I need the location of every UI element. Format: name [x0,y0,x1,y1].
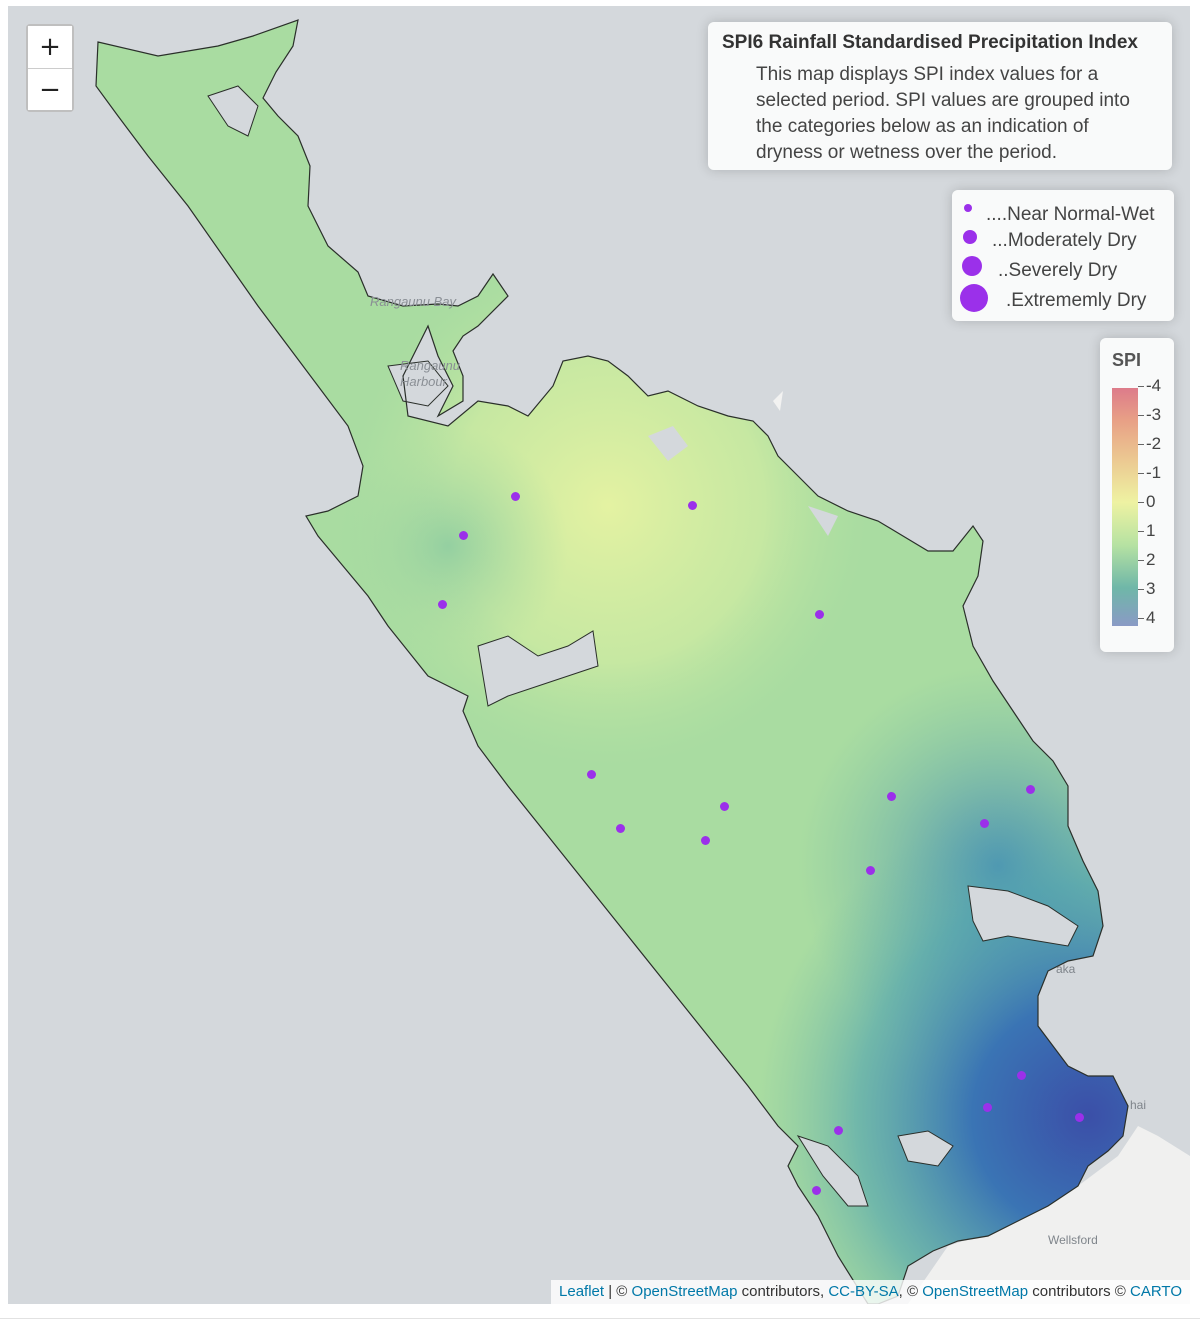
legend-item-near-normal-wet: ....Near Normal-Wet [952,202,1174,232]
station-marker[interactable] [700,835,710,845]
osm-link-1[interactable]: OpenStreetMap [631,1283,738,1300]
station-marker[interactable] [1025,784,1035,794]
place-label-harbour-2: Harbour [400,374,447,389]
attribution-text: , © [898,1283,923,1300]
station-marker[interactable] [458,530,468,540]
station-marker[interactable] [833,1125,843,1135]
colorbar-tick: -2 [1138,434,1161,454]
colorbar-tick: 4 [1138,608,1155,628]
station-marker[interactable] [979,818,989,828]
legend-label: ...Moderately Dry [992,230,1137,251]
place-label-harbour-1: Rangaunu [400,358,460,373]
station-marker[interactable] [437,599,447,609]
colorbar-tick: -3 [1138,405,1161,425]
map-attribution: Leaflet | © OpenStreetMap contributors, … [551,1280,1190,1304]
info-title: SPI6 Rainfall Standardised Precipitation… [722,32,1138,53]
spi-colorbar: SPI -4 -3 -2 -1 0 1 2 3 4 [1100,338,1174,652]
map[interactable]: Rangaunu Bay Rangaunu Harbour Wellsford … [8,6,1190,1304]
place-label-rangaunu-bay: Rangaunu Bay [370,294,457,309]
colorbar-tick: 1 [1138,521,1155,541]
zoom-control: + − [26,24,74,112]
colorbar-tick: 2 [1138,550,1155,570]
legend-label: .Extrememly Dry [1006,290,1147,311]
legend-dot-xlarge [960,284,988,312]
station-marker[interactable] [1074,1112,1084,1122]
station-marker[interactable] [1016,1070,1026,1080]
place-label-town-2: hai [1130,1098,1147,1112]
legend-item-extremely-dry: .Extrememly Dry [952,284,1174,314]
colorbar-tick: -4 [1138,376,1161,396]
page-divider [0,1318,1200,1319]
legend-dot-small [964,204,972,212]
zoom-in-button[interactable]: + [28,26,72,68]
legend-label: ..Severely Dry [998,260,1118,281]
colorbar-tick: 0 [1138,492,1155,512]
place-label-wellsford: Wellsford [1048,1233,1098,1247]
legend-label: ....Near Normal-Wet [986,204,1155,225]
station-marker[interactable] [814,609,824,619]
info-description: This map displays SPI index values for a… [756,64,1130,163]
legend-dot-large [962,256,982,276]
attribution-text: | © [604,1283,632,1300]
leaflet-link[interactable]: Leaflet [559,1283,605,1300]
place-label-town-1: aka [1056,962,1076,976]
station-marker[interactable] [865,865,875,875]
legend-dot-medium [963,230,977,244]
station-marker[interactable] [510,491,520,501]
attribution-text: contributors, [737,1283,829,1300]
neighbour-land [908,1126,1190,1304]
legend-item-moderately-dry: ...Moderately Dry [952,228,1174,258]
legend-item-severely-dry: ..Severely Dry [952,254,1174,284]
osm-link-2[interactable]: OpenStreetMap [922,1283,1029,1300]
station-marker[interactable] [615,823,625,833]
carto-link[interactable]: CARTO [1130,1283,1182,1300]
category-legend: ....Near Normal-Wet ...Moderately Dry ..… [952,190,1174,321]
colorbar-tick: -1 [1138,463,1161,483]
station-marker[interactable] [811,1185,821,1195]
colorbar-gradient [1112,388,1138,626]
attribution-text: contributors © [1028,1283,1131,1300]
station-marker[interactable] [886,791,896,801]
colorbar-tick: 3 [1138,579,1155,599]
license-link[interactable]: CC-BY-SA [828,1283,899,1300]
station-marker[interactable] [687,500,697,510]
station-marker[interactable] [586,769,596,779]
colorbar-title: SPI [1112,350,1142,370]
station-marker[interactable] [982,1102,992,1112]
info-panel: SPI6 Rainfall Standardised Precipitation… [708,22,1172,170]
station-marker[interactable] [719,801,729,811]
zoom-out-button[interactable]: − [28,68,72,110]
